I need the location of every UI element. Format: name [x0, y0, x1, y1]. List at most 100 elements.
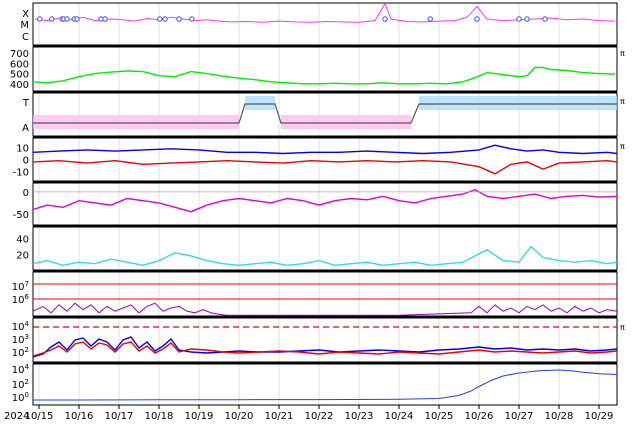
- ytick-label-base: 10: [12, 335, 25, 346]
- ytick-label: 700: [10, 49, 29, 60]
- ytick-label: 100: [12, 391, 29, 404]
- ytick-label-exp: 4: [25, 320, 30, 328]
- flare-marker: [382, 16, 388, 22]
- flare-marker: [474, 16, 480, 22]
- panel-right-marker: π: [620, 323, 625, 332]
- xtick-label: 10/23: [345, 411, 374, 422]
- panel-frame: [32, 317, 618, 363]
- ytick-label: 0: [23, 188, 29, 199]
- year-label: 2024: [4, 411, 29, 422]
- ytick-label: -10: [13, 167, 29, 178]
- ytick-label: A: [22, 123, 29, 134]
- ytick-label: 102: [12, 378, 29, 391]
- ytick-label: 107: [12, 280, 29, 293]
- ytick-label: 20: [16, 250, 29, 261]
- ytick-label: 104: [12, 320, 30, 333]
- panel-right-marker: π: [620, 97, 625, 106]
- xtick-label: 10/28: [545, 411, 574, 422]
- ytick-label-exp: 6: [25, 293, 30, 301]
- ytick-label: 0: [23, 156, 29, 167]
- ytick-label-base: 10: [12, 380, 25, 391]
- flare-marker: [37, 16, 43, 22]
- panel-frame: [32, 46, 618, 92]
- panel-separator: [33, 181, 617, 183]
- flare-marker: [49, 16, 55, 22]
- series-line: [32, 66, 616, 85]
- series-line: [32, 188, 618, 213]
- ytick-label: 600: [10, 59, 29, 70]
- series-line: [32, 144, 618, 155]
- sector-away-band: [33, 115, 239, 129]
- ytick-label-exp: 4: [25, 363, 30, 371]
- panel-right-marker: π: [620, 49, 625, 58]
- panel-separator: [33, 316, 617, 318]
- flare-marker: [189, 16, 195, 22]
- series-line: [32, 159, 618, 175]
- ytick-label: 40: [16, 235, 29, 246]
- ytick-label-base: 10: [12, 348, 25, 359]
- sector-line: [33, 103, 617, 124]
- flare-marker: [176, 16, 182, 22]
- xtick-label: 10/18: [145, 411, 174, 422]
- ytick-label: 104: [12, 363, 30, 376]
- panel-frame: [32, 137, 618, 182]
- ytick-label: -50: [13, 210, 29, 221]
- xtick-label: 10/21: [265, 411, 294, 422]
- xtick-label: 10/19: [185, 411, 214, 422]
- ytick-label-exp: 2: [25, 346, 29, 354]
- panel-separator: [33, 362, 617, 364]
- ytick-label: 400: [10, 80, 29, 91]
- xtick-label: 10/15: [25, 411, 54, 422]
- flare-marker: [74, 16, 80, 22]
- xtick-label: 10/17: [105, 411, 134, 422]
- panel-separator: [33, 45, 617, 47]
- flare-marker: [427, 16, 433, 22]
- sector-toward-band: [245, 96, 275, 110]
- xtick-label: 10/29: [585, 411, 614, 422]
- ytick-label: 500: [10, 70, 29, 81]
- xtick-label: 10/24: [385, 411, 414, 422]
- ytick-label-base: 10: [12, 322, 25, 333]
- ytick-label: 102: [12, 346, 29, 359]
- ytick-label-base: 10: [12, 393, 25, 404]
- xtick-label: 10/22: [305, 411, 334, 422]
- xtick-label: 10/20: [225, 411, 254, 422]
- ytick-label-exp: 2: [25, 378, 29, 386]
- ytick-label-base: 10: [12, 295, 25, 306]
- electron-line: [32, 336, 618, 358]
- sector-away-band: [281, 115, 411, 129]
- ytick-label: 10: [16, 144, 29, 155]
- flare-marker: [64, 16, 70, 22]
- panel-right-marker: π: [620, 142, 625, 151]
- ytick-label-exp: 0: [25, 391, 29, 399]
- sector-toward-band: [419, 96, 617, 110]
- xtick-label: 10/16: [65, 411, 94, 422]
- flare-marker: [516, 16, 522, 22]
- panel-frame: [32, 363, 618, 406]
- panel-separator: [33, 225, 617, 227]
- ytick-label-base: 10: [12, 282, 25, 293]
- xtick-label: 10/27: [505, 411, 534, 422]
- panel-separator: [33, 91, 617, 93]
- flare-marker: [102, 16, 108, 22]
- proton-line: [32, 302, 618, 316]
- panel-frame: [32, 2, 618, 46]
- flare-marker: [157, 16, 163, 22]
- ytick-label: 106: [12, 293, 30, 306]
- ytick-label: X: [22, 9, 29, 20]
- panel-separator: [33, 270, 617, 272]
- flare-marker: [162, 16, 168, 22]
- panel-separator: [33, 136, 617, 138]
- ytick-label-exp: 7: [25, 280, 29, 288]
- xtick-label: 10/25: [425, 411, 454, 422]
- ytick-label: T: [22, 98, 30, 109]
- ytick-label: 103: [12, 333, 29, 346]
- series-line: [32, 245, 618, 267]
- ytick-label: M: [20, 20, 29, 31]
- xtick-label: 10/26: [465, 411, 494, 422]
- electron-line: [32, 341, 618, 357]
- ytick-label: C: [22, 32, 29, 43]
- xray-line: [34, 2, 616, 23]
